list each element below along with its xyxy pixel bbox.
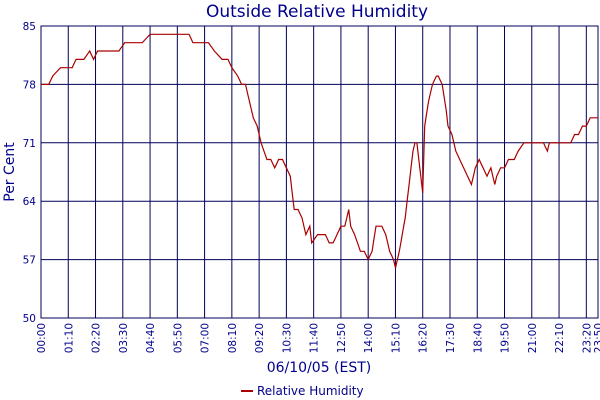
x-tick-label: 11:40 — [309, 323, 321, 353]
x-tick-label: 18:40 — [472, 323, 484, 353]
y-tick-label: 71 — [23, 138, 36, 150]
x-tick-label: 22:10 — [554, 323, 566, 353]
x-tick-label: 05:50 — [172, 323, 184, 353]
y-axis-label: Per Cent — [2, 142, 18, 202]
x-tick-label: 23:20 — [581, 323, 593, 353]
y-tick-label: 85 — [23, 21, 36, 33]
x-tick-label: 02:20 — [91, 323, 103, 353]
x-tick-label: 10:30 — [281, 323, 293, 353]
plot-frame — [40, 25, 599, 319]
x-axis-label: 06/10/05 (EST) — [267, 360, 372, 376]
x-tick-label: 07:00 — [200, 323, 212, 353]
x-tick-label: 12:50 — [336, 323, 348, 353]
y-tick-label: 64 — [23, 196, 37, 208]
legend: Relative Humidity — [241, 384, 364, 398]
x-tick-label: 16:20 — [418, 323, 430, 353]
series-line-relative-humidity — [41, 33, 598, 269]
y-tick-label: 57 — [23, 255, 36, 267]
x-tick-label: 03:30 — [118, 323, 130, 353]
gridlines — [41, 26, 598, 318]
y-tick-label: 50 — [23, 313, 36, 325]
x-tick-label: 23:50 — [593, 323, 600, 353]
x-tick-label: 08:10 — [227, 323, 239, 353]
x-tick-label: 14:00 — [363, 323, 375, 353]
chart-title: Outside Relative Humidity — [206, 2, 428, 22]
x-tick-label: 19:50 — [500, 323, 512, 353]
x-axis-ticks: 00:00 01:10 02:20 03:30 04:40 05:50 07:00 08:10… — [36, 323, 600, 353]
y-tick-label: 78 — [23, 79, 36, 91]
legend-label: Relative Humidity — [257, 384, 364, 398]
y-axis-ticks: 50 57 64 71 78 85 — [23, 21, 37, 325]
x-tick-label: 17:30 — [445, 323, 457, 353]
x-tick-label: 09:20 — [254, 323, 266, 353]
x-tick-label: 04:40 — [145, 323, 157, 353]
x-tick-label: 00:00 — [36, 323, 48, 353]
x-tick-label: 21:00 — [527, 323, 539, 353]
x-tick-label: 01:10 — [63, 323, 75, 353]
x-tick-label: 15:10 — [390, 323, 402, 353]
